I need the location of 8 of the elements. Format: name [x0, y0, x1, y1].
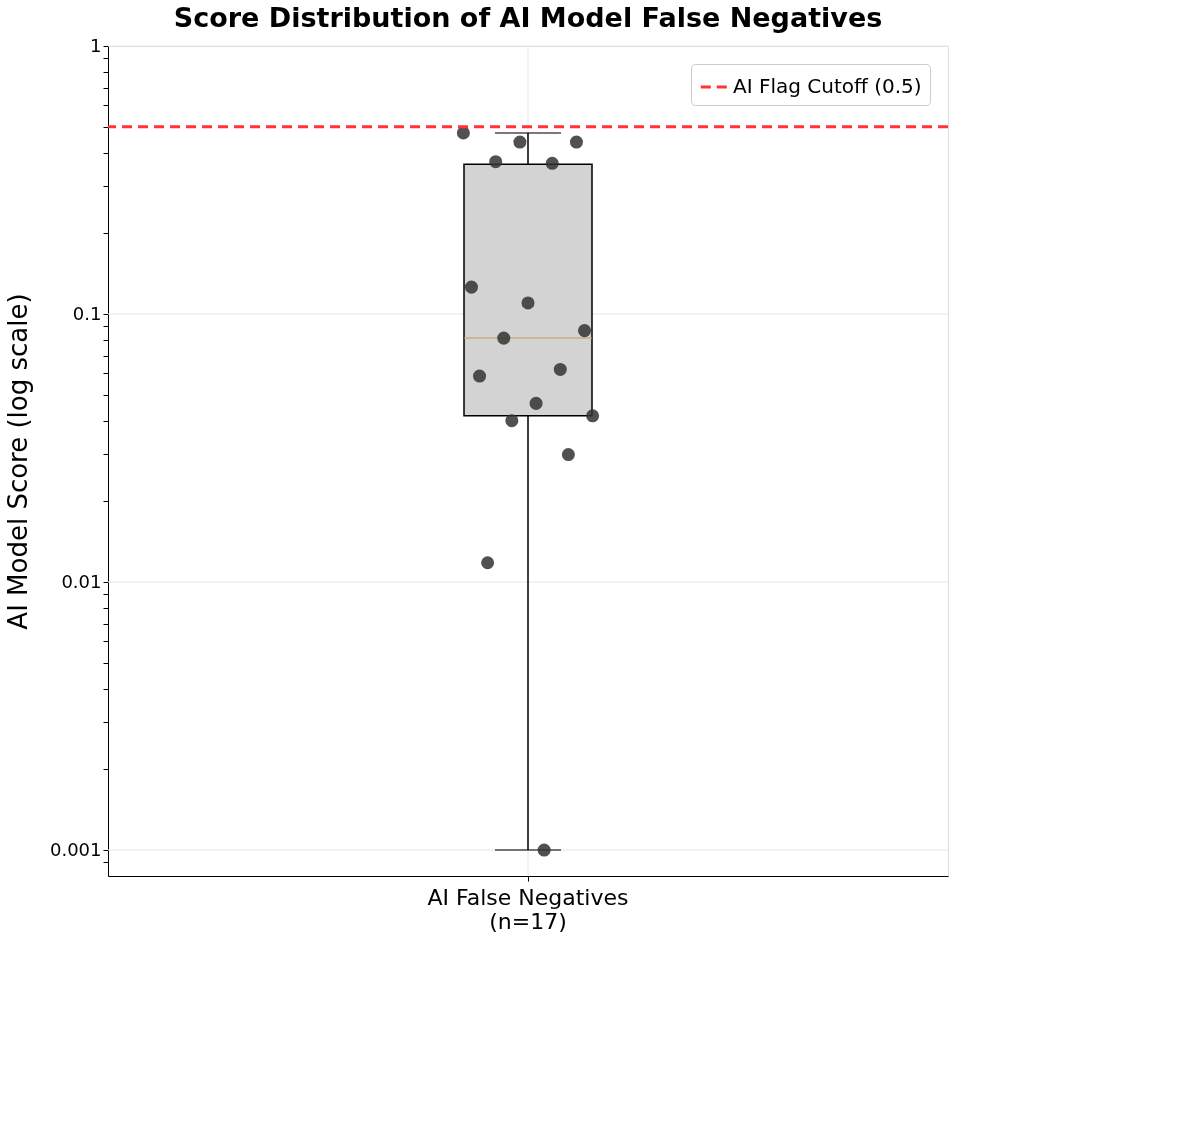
- legend-label: AI Flag Cutoff (0.5): [733, 74, 922, 98]
- y-tick-label: 0.01: [61, 570, 102, 592]
- y-tick-label: 0.001: [49, 838, 102, 860]
- y-tick-label: 0.1: [72, 302, 102, 324]
- y-tick-label: 1: [90, 34, 102, 56]
- y-axis-title: AI Model Score (log scale): [2, 293, 33, 630]
- x-tick-label: AI False Negatives (n=17): [427, 884, 629, 934]
- chart-title: Score Distribution of AI Model False Negatives: [173, 2, 883, 33]
